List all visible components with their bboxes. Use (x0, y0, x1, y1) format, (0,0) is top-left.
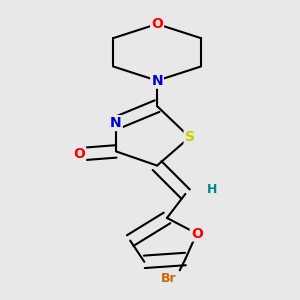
Text: N: N (110, 116, 122, 130)
Text: O: O (191, 226, 203, 241)
Text: Br: Br (160, 272, 176, 285)
Text: N: N (151, 74, 163, 88)
Text: S: S (184, 130, 195, 144)
Text: H: H (207, 183, 217, 196)
Text: O: O (151, 17, 163, 31)
Text: O: O (73, 147, 85, 161)
